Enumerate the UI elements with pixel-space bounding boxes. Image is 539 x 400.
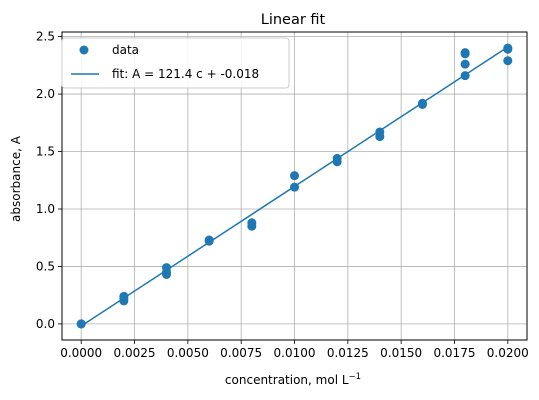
x-tick-label: 0.0075 xyxy=(220,346,262,360)
data-point xyxy=(290,171,299,181)
x-axis-label-superscript: −1 xyxy=(349,372,362,382)
y-tick-label: 0.5 xyxy=(36,259,55,273)
x-tick-label: 0.0200 xyxy=(487,346,529,360)
legend-label-fit: fit: A = 121.4 c + -0.018 xyxy=(112,67,259,81)
y-tick-label: 1.0 xyxy=(36,202,55,216)
x-axis-label: concentration, mol L−1 xyxy=(225,372,361,387)
y-axis-ticks: 0.0 0.5 1.0 1.5 2.0 2.5 xyxy=(36,30,62,331)
data-point xyxy=(332,153,342,163)
y-tick-label: 2.0 xyxy=(36,87,55,101)
x-axis-label-text: concentration, mol L xyxy=(225,373,349,387)
x-tick-label: 0.0100 xyxy=(274,346,316,360)
chart-title: Linear fit xyxy=(261,12,326,28)
data-point xyxy=(417,98,427,108)
data-point xyxy=(162,263,172,273)
x-axis-ticks: 0.0000 0.0025 0.0050 0.0075 0.0100 0.0125 0.01… xyxy=(60,340,529,360)
x-tick-label: 0.0050 xyxy=(167,346,209,360)
data-point xyxy=(460,48,470,58)
data-point xyxy=(119,291,129,301)
y-tick-label: 0.0 xyxy=(36,317,55,331)
data-point xyxy=(290,182,299,192)
data-point xyxy=(503,43,513,53)
data-point xyxy=(460,59,470,69)
x-tick-label: 0.0025 xyxy=(114,346,156,360)
legend-box xyxy=(61,37,290,89)
legend-label-data: data xyxy=(112,43,139,57)
data-point xyxy=(247,218,257,228)
data-points-layer xyxy=(76,43,513,329)
data-point xyxy=(460,71,470,81)
legend-marker-data xyxy=(79,45,89,55)
x-tick-label: 0.0150 xyxy=(380,346,422,360)
data-point xyxy=(503,56,513,66)
x-tick-label: 0.0000 xyxy=(60,346,102,360)
x-tick-label: 0.0125 xyxy=(327,346,369,360)
y-tick-label: 1.5 xyxy=(36,145,55,159)
x-tick-label: 0.0175 xyxy=(433,346,475,360)
legend: data fit: A = 121.4 c + -0.018 xyxy=(61,37,290,89)
data-point xyxy=(375,127,385,137)
y-axis-label: absorbance, A xyxy=(9,135,23,222)
data-point xyxy=(204,235,214,245)
data-point xyxy=(76,319,86,329)
y-tick-label: 2.5 xyxy=(36,30,55,44)
